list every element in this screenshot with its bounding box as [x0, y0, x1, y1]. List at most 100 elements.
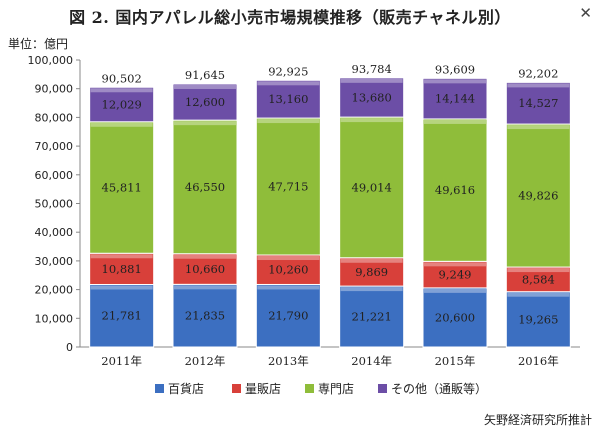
bar-segment-highlight — [340, 287, 403, 292]
bar-segment-highlight — [174, 84, 236, 89]
bar-segment — [339, 285, 405, 348]
y-tick-label: 50,000 — [35, 198, 74, 211]
total-label: 92,202 — [518, 66, 558, 80]
data-label: 47,715 — [268, 180, 308, 194]
bar-segment-highlight — [174, 254, 236, 259]
chart-legend: 百貨店 量販店 専門店 その他（通販等） — [155, 381, 487, 396]
bar-segment — [505, 123, 571, 268]
chart-title: 図 2. 国内アパレル総小売市場規模推移（販売チャネル別） — [69, 8, 511, 27]
y-tick-label: 30,000 — [35, 255, 74, 268]
data-label: 13,160 — [268, 92, 308, 106]
source-note: 矢野経済研究所推計 — [483, 413, 592, 427]
data-label: 9,249 — [439, 268, 472, 282]
bar-segment-highlight — [507, 125, 570, 130]
data-label: 13,680 — [352, 90, 392, 104]
x-tick-label: 2014年 — [351, 354, 392, 368]
bar-segment — [255, 79, 321, 119]
bar-segment-highlight — [340, 118, 403, 123]
legend-label: その他（通販等） — [391, 382, 487, 396]
y-tick-label: 80,000 — [35, 111, 74, 124]
data-label: 45,811 — [102, 181, 142, 195]
data-label: 21,790 — [268, 309, 308, 323]
y-tick-label: 0 — [66, 341, 73, 354]
bar-segment-highlight — [90, 254, 153, 259]
legend-label: 量販店 — [245, 382, 281, 396]
bar-segment-highlight — [507, 292, 570, 297]
bar-segment — [422, 77, 488, 120]
bar-segment-highlight — [174, 285, 236, 290]
x-tick-label: 2016年 — [518, 354, 559, 368]
chart-data-labels: 21,781 10,881 45,811 12,029 90,502 21,835 10,6… — [102, 62, 559, 327]
bar-segment-highlight — [424, 288, 486, 293]
data-label: 20,600 — [435, 310, 475, 324]
bar-segment-highlight — [507, 268, 570, 273]
data-label: 12,029 — [102, 98, 142, 112]
x-tick-label: 2013年 — [268, 354, 309, 368]
unit-label: 単位：億円 — [8, 37, 69, 51]
data-label: 49,616 — [435, 183, 475, 197]
data-label: 8,584 — [522, 272, 555, 286]
legend-swatch — [232, 384, 241, 393]
data-label: 49,826 — [518, 189, 558, 203]
total-label: 93,609 — [435, 62, 475, 76]
x-tick-label: 2012年 — [185, 354, 226, 368]
bar-segment-highlight — [257, 256, 320, 261]
data-label: 10,881 — [102, 262, 142, 276]
data-label: 19,265 — [518, 312, 558, 326]
data-label: 49,014 — [352, 180, 392, 194]
bar-segment — [172, 119, 238, 255]
data-label: 21,835 — [185, 309, 225, 323]
bar-segment-highlight — [90, 88, 153, 93]
data-label: 9,869 — [355, 265, 388, 279]
bar-segment — [339, 257, 405, 287]
total-label: 92,925 — [268, 64, 308, 78]
y-tick-label: 100,000 — [28, 54, 74, 67]
bar-segment-highlight — [90, 285, 153, 290]
bar-segment — [89, 252, 155, 285]
bar-segment-highlight — [424, 262, 486, 267]
legend-label: 百貨店 — [168, 381, 204, 396]
bar-segment-highlight — [424, 119, 486, 124]
bar-segment — [89, 86, 155, 123]
bar-segment — [339, 77, 405, 118]
y-tick-label: 70,000 — [35, 140, 74, 153]
legend-label: 専門店 — [318, 382, 354, 396]
bar-segment — [255, 117, 321, 256]
x-tick-label: 2011年 — [101, 354, 142, 368]
y-tick-label: 40,000 — [35, 226, 74, 239]
bar-segment-highlight — [340, 78, 403, 83]
legend-swatch — [305, 384, 314, 393]
bar-segment — [422, 118, 488, 262]
total-label: 91,645 — [185, 68, 225, 82]
bar-segment — [172, 253, 238, 285]
bar-segment-highlight — [507, 83, 570, 88]
total-label: 93,784 — [352, 62, 392, 76]
bar-segment — [422, 287, 488, 348]
bar-segment — [255, 254, 321, 285]
y-tick-label: 20,000 — [35, 284, 74, 297]
data-label: 46,550 — [185, 180, 225, 194]
y-tick-label: 10,000 — [35, 312, 74, 325]
data-label: 10,260 — [268, 263, 308, 277]
bar-segment — [172, 83, 238, 121]
bar-segment — [505, 81, 571, 125]
bar-segment-highlight — [90, 122, 153, 127]
bar-segment — [172, 283, 238, 348]
x-tick-label: 2015年 — [435, 354, 476, 368]
legend-swatch — [378, 384, 387, 393]
bar-segment — [505, 291, 571, 348]
total-label: 90,502 — [102, 71, 142, 85]
bar-segment-highlight — [257, 119, 320, 124]
legend-swatch — [155, 384, 164, 393]
bar-segment-highlight — [174, 121, 236, 126]
y-tick-label: 60,000 — [35, 169, 74, 182]
data-label: 21,781 — [102, 309, 142, 323]
y-tick-label: 90,000 — [35, 83, 74, 96]
chart-axes: 0 10,000 20,000 30,000 40,000 50,000 60,000 70,… — [28, 54, 580, 368]
bar-segment — [505, 266, 571, 293]
close-icon[interactable]: ✕ — [579, 4, 592, 22]
bar-segment-highlight — [257, 285, 320, 290]
data-label: 14,144 — [435, 92, 475, 106]
data-label: 12,600 — [185, 95, 225, 109]
